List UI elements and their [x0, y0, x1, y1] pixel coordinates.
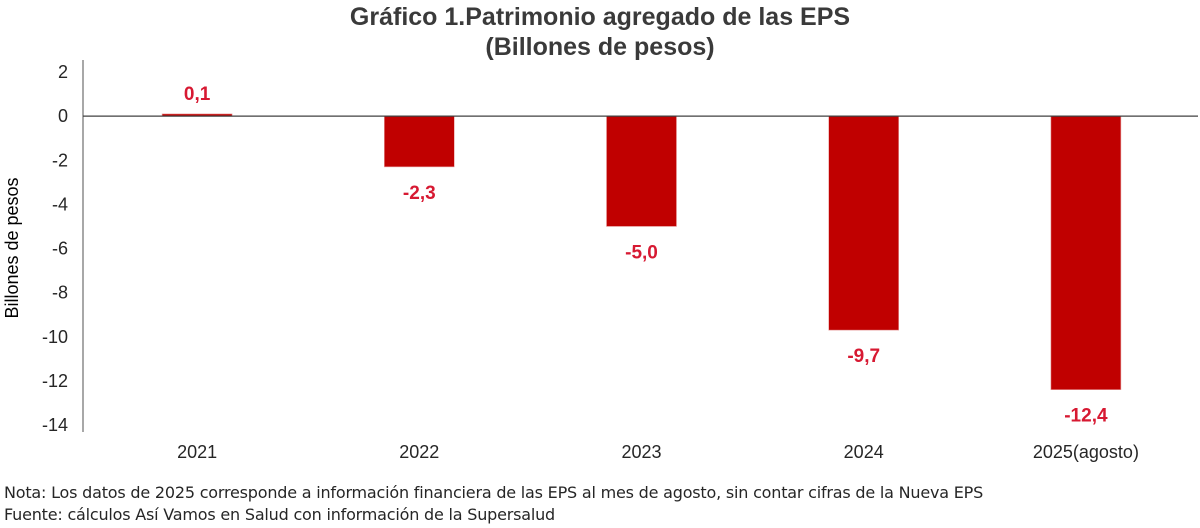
- bar-2025agosto: [1050, 115, 1122, 391]
- bar-2024: [828, 115, 900, 331]
- source-text: Fuente: cálculos Así Vamos en Salud con …: [4, 505, 556, 524]
- y-axis-title: Billones de pesos: [2, 177, 22, 318]
- y-tick-label: -12: [42, 371, 68, 391]
- data-label: 0,1: [184, 84, 211, 105]
- y-tick-label: -8: [52, 283, 68, 303]
- y-tick-label: -14: [42, 415, 68, 435]
- y-tick-label: -4: [52, 194, 68, 214]
- data-label: -9,7: [847, 346, 880, 367]
- chart-title-block: Gráfico 1.Patrimonio agregado de las EPS…: [0, 2, 1200, 62]
- y-tick-label: -6: [52, 239, 68, 259]
- x-tick-label: 2024: [844, 442, 884, 462]
- x-axis-labels: 2021 2022 2023 2024 2025(agosto): [177, 442, 1139, 462]
- data-labels: 0,1 -2,3 -5,0 -9,7 -12,4: [184, 84, 1108, 427]
- y-tick-label: 2: [58, 62, 68, 82]
- data-label: -12,4: [1064, 406, 1108, 427]
- x-tick-label: 2023: [621, 442, 661, 462]
- data-label: -5,0: [625, 242, 658, 263]
- y-tick-label: 0: [58, 106, 68, 126]
- note-text: Nota: Los datos de 2025 corresponde a in…: [4, 483, 984, 502]
- chart-title: Gráfico 1.Patrimonio agregado de las EPS: [349, 3, 851, 31]
- x-tick-label: 2021: [177, 442, 217, 462]
- x-tick-label: 2022: [399, 442, 439, 462]
- y-tick-label: -2: [52, 150, 68, 170]
- bars: [161, 113, 1122, 391]
- data-label: -2,3: [403, 183, 436, 204]
- chart-notes: Nota: Los datos de 2025 corresponde a in…: [4, 482, 983, 526]
- x-tick-label: 2025(agosto): [1033, 442, 1139, 462]
- bar-2023: [606, 115, 677, 227]
- y-tick-label: -10: [42, 327, 68, 347]
- chart-subtitle: (Billones de pesos): [485, 33, 715, 61]
- bar-2022: [383, 115, 455, 168]
- y-axis: 2 0 -2 -4 -6 -8 -10 -12 -14: [42, 60, 84, 435]
